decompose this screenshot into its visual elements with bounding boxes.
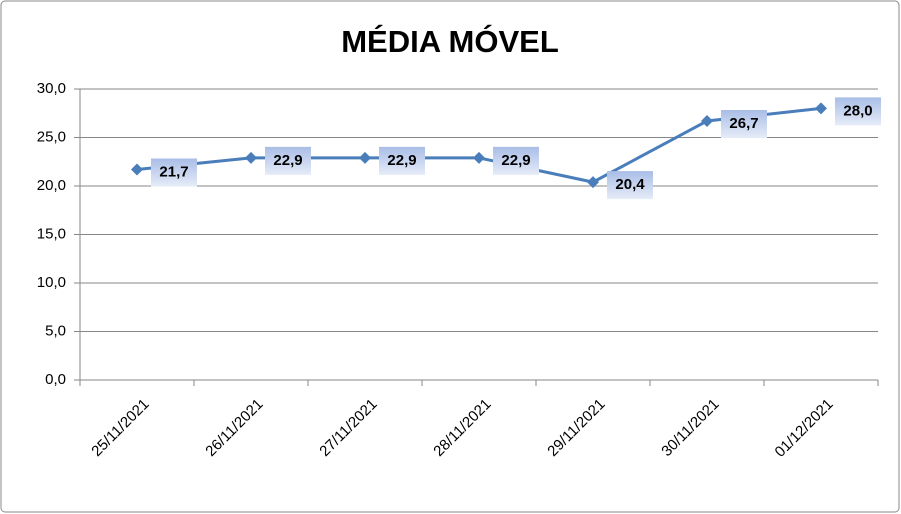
value-label: 20,4 — [615, 176, 645, 193]
value-label: 22,9 — [273, 152, 302, 169]
y-tick-label: 25,0 — [37, 128, 66, 145]
value-label: 22,9 — [501, 152, 530, 169]
value-label-box — [379, 146, 425, 175]
value-label-box — [151, 158, 197, 187]
marker — [701, 115, 713, 128]
value-label: 21,7 — [159, 163, 188, 180]
marker — [131, 163, 143, 176]
y-tick-label: 5,0 — [45, 322, 66, 339]
y-tick-label: 0,0 — [45, 371, 66, 388]
chart-title: MÉDIA MÓVEL — [341, 23, 559, 59]
marker — [815, 102, 827, 115]
marker — [245, 151, 257, 164]
value-label-box — [265, 146, 311, 175]
value-label: 26,7 — [729, 115, 758, 132]
value-label: 28,0 — [843, 102, 872, 119]
y-tick-label: 15,0 — [37, 225, 66, 242]
y-tick-label: 30,0 — [37, 80, 66, 97]
value-label-box — [607, 171, 653, 200]
value-label: 22,9 — [387, 152, 416, 169]
marker — [473, 151, 485, 164]
value-label-box — [835, 97, 881, 126]
value-label-box — [493, 146, 539, 175]
value-label-box — [721, 110, 767, 139]
y-tick-label: 10,0 — [37, 274, 66, 291]
y-tick-label: 20,0 — [37, 177, 66, 194]
marker — [587, 176, 599, 189]
marker — [359, 151, 371, 164]
